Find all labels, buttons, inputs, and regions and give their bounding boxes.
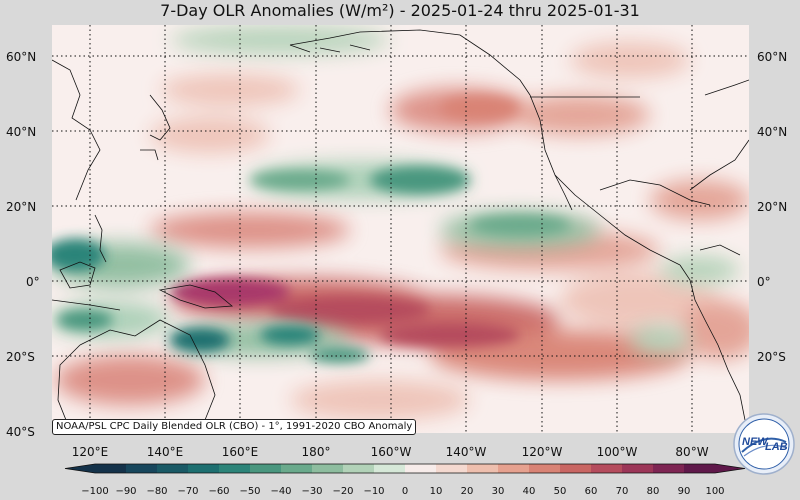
colorbar-tick-label: 60: [585, 486, 598, 497]
lon-label: 100°W: [597, 445, 638, 459]
colorbar-tick-label: −60: [208, 486, 229, 497]
logo-text-primary: NEW: [742, 436, 769, 448]
lat-label: 20°S: [6, 350, 35, 364]
colorbar-tick-label: −30: [301, 486, 322, 497]
colorbar-segment: [405, 464, 437, 473]
colorbar-tick-label: 90: [678, 486, 691, 497]
colorbar-tick-label: 20: [461, 486, 474, 497]
colorbar-segment: [591, 464, 623, 473]
colorbar-segment: [281, 464, 313, 473]
colorbar-tick-label: −10: [363, 486, 384, 497]
colorbar-segment: [374, 464, 406, 473]
colorbar: [64, 463, 746, 474]
colorbar-tick-label: −20: [332, 486, 353, 497]
lat-label: 20°N: [6, 200, 36, 214]
colorbar-segment: [467, 464, 499, 473]
colorbar-segment: [126, 464, 158, 473]
lon-label: 120°W: [522, 445, 563, 459]
lat-label: 0°: [26, 275, 40, 289]
lon-labels: 120°E 140°E 160°E 180° 160°W 140°W 120°W…: [72, 445, 709, 459]
lon-label: 160°E: [222, 445, 259, 459]
data-source-note: NOAA/PSL CPC Daily Blended OLR (CBO) - 1…: [52, 419, 417, 435]
colorbar-segment: [622, 464, 654, 473]
colorbar-segment: [653, 464, 685, 473]
colorbar-segment: [250, 464, 282, 473]
lat-label: 60°N: [6, 50, 36, 64]
colorbar-tick-label: −70: [177, 486, 198, 497]
coastlines: [52, 29, 749, 433]
colorbar-segment: [498, 464, 530, 473]
colorbar-segment: [157, 464, 189, 473]
lat-label: 60°N: [757, 50, 787, 64]
colorbar-segment: [560, 464, 592, 473]
logo-text-secondary: LAB: [765, 441, 788, 453]
lon-label: 160°W: [371, 445, 412, 459]
lon-label: 120°E: [72, 445, 109, 459]
lab-logo: NEW LAB: [732, 412, 796, 476]
colorbar-extend-max: [715, 464, 745, 473]
lon-label: 80°W: [675, 445, 708, 459]
colorbar-tick-label: 40: [523, 486, 536, 497]
map-title: 7-Day OLR Anomalies (W/m²) - 2025-01-24 …: [160, 1, 640, 20]
lon-label: 180°: [302, 445, 331, 459]
colorbar-tick-label: −80: [146, 486, 167, 497]
lat-label: 20°N: [757, 200, 787, 214]
lat-label: 20°S: [757, 350, 786, 364]
lat-label: 40°N: [6, 125, 36, 139]
colorbar-segment: [436, 464, 468, 473]
lon-label: 140°E: [147, 445, 184, 459]
colorbar-outline: [64, 463, 746, 474]
colorbar-segment: [343, 464, 375, 473]
colorbar-tick-labels: −100 −90 −80 −70 −60 −50 −40 −30 −20 −10 0 10 20 30 40…: [81, 486, 724, 497]
colorbar-segment: [95, 464, 127, 473]
colorbar-tick-label: 100: [705, 486, 724, 497]
colorbar-tick-label: −100: [81, 486, 108, 497]
colorbar-tick-label: −50: [239, 486, 260, 497]
colorbar-tick-label: −90: [115, 486, 136, 497]
colorbar-segment: [312, 464, 344, 473]
colorbar-segment: [219, 464, 251, 473]
colorbar-tick-label: 10: [430, 486, 443, 497]
colorbar-tick-label: 80: [647, 486, 660, 497]
colorbar-tick-label: 0: [402, 486, 408, 497]
colorbar-tick-label: 70: [616, 486, 629, 497]
lat-label: 40°N: [757, 125, 787, 139]
colorbar-segment: [529, 464, 561, 473]
lat-labels-left: 60°N 40°N 20°N 0° 20°S 40°S: [6, 50, 40, 439]
colorbar-extend-min: [65, 464, 95, 473]
colorbar-tick-label: 50: [554, 486, 567, 497]
colorbar-segment: [684, 464, 716, 473]
lat-labels-right: 60°N 40°N 20°N 0° 20°S: [757, 50, 787, 364]
graticule: [52, 25, 749, 433]
lat-label: 0°: [757, 275, 771, 289]
lat-label: 40°S: [6, 425, 35, 439]
colorbar-tick-label: −40: [270, 486, 291, 497]
lon-label: 140°W: [446, 445, 487, 459]
anomaly-field: [52, 25, 749, 433]
colorbar-tick-label: 30: [492, 486, 505, 497]
colorbar-segment: [188, 464, 220, 473]
